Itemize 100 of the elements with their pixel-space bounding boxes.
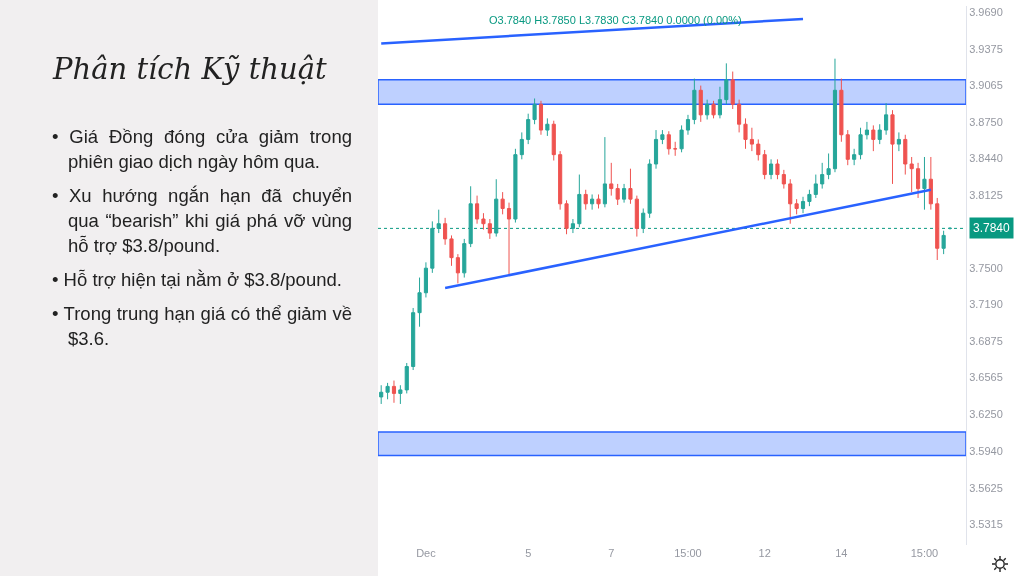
- candlestick: [724, 62, 729, 105]
- y-tick-label: 3.8440: [969, 152, 1003, 165]
- candlestick: [475, 195, 480, 225]
- candlestick: [379, 384, 384, 405]
- candlestick: [864, 121, 869, 140]
- y-tick-label: 3.9690: [969, 5, 1003, 18]
- candlestick: [800, 196, 806, 214]
- candlestick: [417, 277, 422, 328]
- candlestick: [436, 209, 441, 234]
- y-tick-label: 3.6565: [969, 371, 1003, 384]
- candlestick: [775, 158, 780, 180]
- candlestick: [398, 384, 403, 405]
- candlestick: [813, 174, 818, 199]
- candlestick: [404, 362, 409, 394]
- candlestick: [794, 198, 799, 215]
- candlestick: [666, 130, 671, 156]
- candlestick: [769, 158, 774, 180]
- candlestick: [711, 100, 716, 119]
- x-tick-label: 15:00: [674, 547, 702, 559]
- candlestick: [641, 207, 646, 234]
- candlestick: [717, 86, 722, 119]
- text: • Giá Đồng đóng cửa giảm trong phiên giao dịch ngày hôm qua.: [52, 125, 352, 174]
- candlestick: [685, 114, 691, 136]
- candlestick: [411, 307, 416, 371]
- x-tick-label: 14: [835, 547, 848, 559]
- y-tick-label: 3.7500: [969, 262, 1003, 275]
- text: • Xu hướng ngắn hạn đã chuyển qua “bearish” khi giá phá vỡ vùng hỗ trợ $3.8/pound.: [52, 184, 352, 258]
- candlestick: [653, 129, 659, 170]
- candlestick: [896, 131, 901, 152]
- candlestick: [500, 191, 505, 215]
- candlestick: [935, 197, 940, 261]
- candlestick: [551, 120, 556, 161]
- candlestick: [628, 168, 633, 205]
- candlestick: [820, 162, 825, 190]
- candlestick: [545, 117, 550, 137]
- candlestick: [443, 217, 448, 246]
- candlestick: [916, 162, 921, 199]
- candlestick: [737, 99, 742, 133]
- candlestick: [781, 169, 786, 190]
- y-tick-label: 3.7190: [969, 298, 1003, 311]
- candlestick: [858, 127, 863, 160]
- candlestick: [922, 156, 927, 211]
- y-tick-label: 3.5625: [969, 481, 1003, 494]
- candlestick: [481, 212, 486, 231]
- annotation: O3.7840 H3.7850 L3.7830 C3.7840 0.0000 (0.00%): [489, 14, 742, 26]
- candlestick: [430, 220, 435, 274]
- candlestick: [519, 131, 524, 160]
- x-tick-label: 7: [608, 547, 615, 559]
- candlestick: [852, 148, 857, 166]
- candlestick: [705, 99, 710, 121]
- candlestick: [506, 202, 512, 276]
- ref-line-label: 3.7840: [973, 221, 1011, 235]
- candlestick: [487, 218, 492, 240]
- candlestick: [845, 129, 850, 166]
- x-tick-label: Dec: [416, 547, 437, 559]
- x-tick-label: 15:00: [910, 547, 939, 559]
- candlestick: [877, 123, 882, 145]
- candlestick: [749, 127, 754, 152]
- y-tick-label: 3.6250: [969, 408, 1003, 421]
- y-tick-label: 3.8750: [969, 115, 1003, 128]
- candlestick: [660, 129, 665, 145]
- y-tick-label: 3.9375: [969, 42, 1003, 55]
- candlestick: [558, 150, 563, 211]
- candlestick: [513, 148, 518, 224]
- candlestick: [385, 382, 390, 400]
- candlestick: [622, 183, 627, 204]
- candlestick: [596, 193, 601, 209]
- candlestick: [423, 261, 428, 298]
- candlestick: [832, 58, 838, 173]
- candlestick: [692, 78, 697, 125]
- y-tick-label: 3.6875: [969, 335, 1003, 348]
- candlestick: [647, 158, 652, 219]
- candlestick: [602, 136, 607, 208]
- y-tick-label: 3.5940: [969, 444, 1003, 457]
- candlestick: [455, 253, 460, 284]
- candlestick: [590, 193, 595, 211]
- candlestick: [673, 141, 678, 157]
- candlestick: [743, 117, 748, 150]
- x-tick-label: 12: [758, 547, 771, 559]
- x-tick-label: 5: [525, 547, 532, 559]
- candlestick: [941, 230, 946, 255]
- candlestick: [884, 102, 889, 136]
- candlestick: [634, 195, 639, 238]
- candlestick: [839, 78, 844, 143]
- candlestick: [532, 97, 537, 125]
- text: • Trong trung hạn giá có thể giảm về $3.6.: [52, 302, 352, 351]
- y-tick-label: 3.5315: [969, 517, 1003, 530]
- candlestick: [526, 113, 531, 145]
- candlestick: [570, 218, 575, 234]
- candlestick: [449, 234, 454, 267]
- candlestick: [826, 152, 831, 180]
- candlestick: [538, 100, 544, 136]
- candlestick: [583, 189, 588, 211]
- candlestick: [871, 124, 876, 152]
- candlestick: [890, 109, 895, 185]
- candlestick: [494, 178, 499, 238]
- candlestick: [730, 71, 735, 110]
- candlestick: [807, 189, 812, 207]
- text: • Hỗ trợ hiện tại nằm ở $3.8/pound.: [52, 268, 343, 292]
- candlestick: [679, 124, 684, 153]
